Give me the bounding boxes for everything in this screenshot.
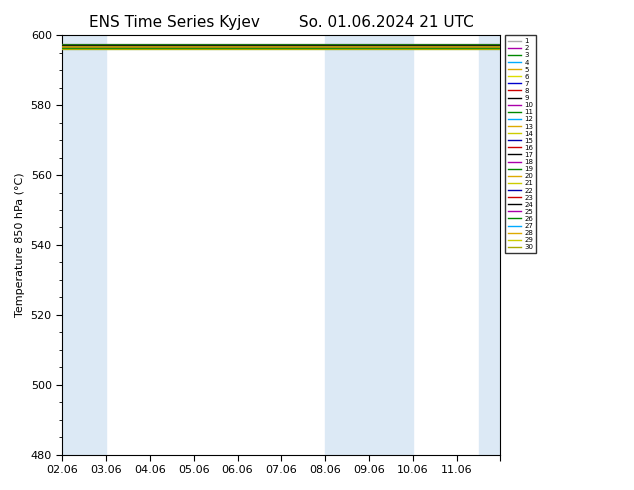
Bar bbox=[479, 35, 500, 455]
Title: ENS Time Series Kyjev        So. 01.06.2024 21 UTC: ENS Time Series Kyjev So. 01.06.2024 21 … bbox=[89, 15, 474, 30]
Bar bbox=[62, 35, 106, 455]
Y-axis label: Temperature 850 hPa (°C): Temperature 850 hPa (°C) bbox=[15, 172, 25, 317]
Bar bbox=[325, 35, 413, 455]
Legend: 1, 2, 3, 4, 5, 6, 7, 8, 9, 10, 11, 12, 13, 14, 15, 16, 17, 18, 19, 20, 21, 22, 2: 1, 2, 3, 4, 5, 6, 7, 8, 9, 10, 11, 12, 1… bbox=[505, 35, 536, 253]
